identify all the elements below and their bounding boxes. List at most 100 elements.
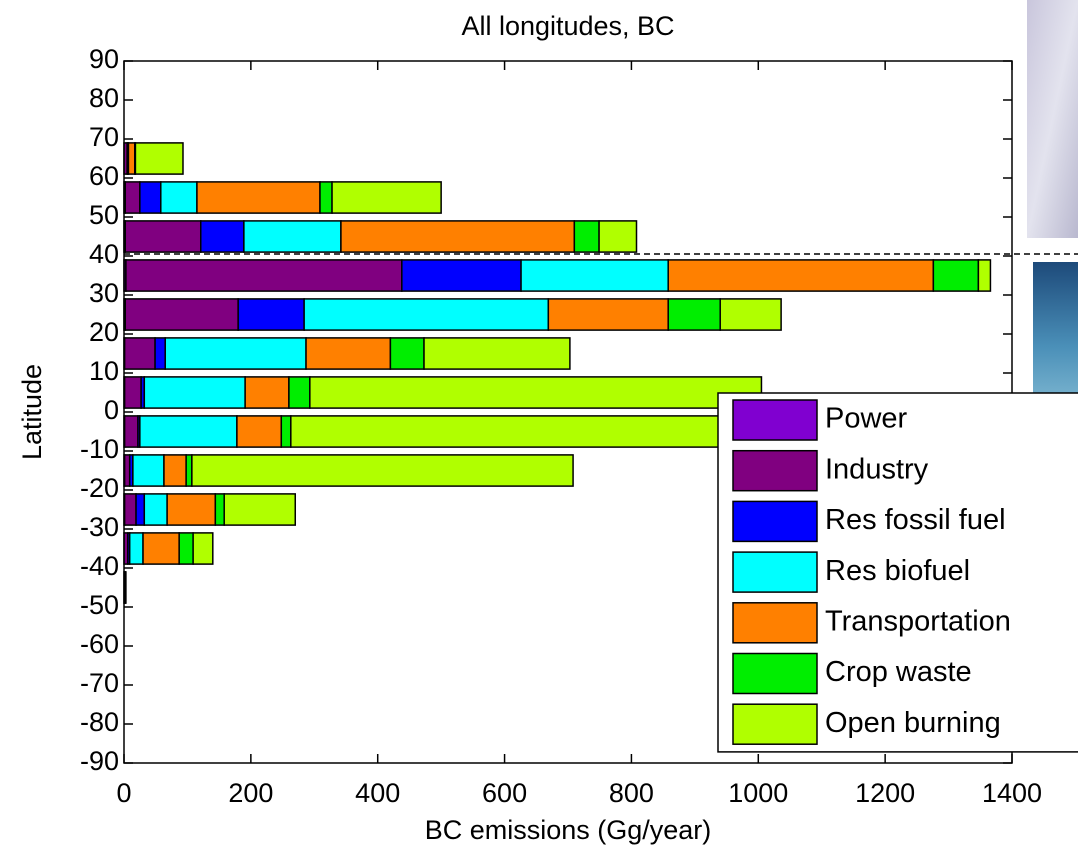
legend-label: Open burning [825,707,1001,739]
legend-swatch [733,654,817,694]
y-tick-label: 90 [89,44,119,74]
y-tick-label: 70 [89,122,119,152]
bar-segment [668,260,933,291]
bar-segment [135,143,183,174]
y-tick-label: -20 [80,473,119,503]
bar-segment [155,338,165,369]
bar-segment [125,221,200,252]
bar-segment [306,338,390,369]
bar-segment [197,182,320,213]
bar-segment [192,455,573,486]
chart: All longitudes, BC BC emissions (Gg/year… [0,0,1078,854]
x-tick-label: 0 [116,778,131,808]
bar-segment [320,182,332,213]
bar-segment [521,260,668,291]
bar-segment [125,572,126,603]
x-tick-label: 800 [609,778,654,808]
chart-title: All longitudes, BC [461,11,674,41]
bar-segment [193,533,213,564]
legend-label: Industry [825,453,929,485]
bar-segment [599,221,636,252]
y-tick-label: 40 [89,239,119,269]
bar-segment [133,455,164,486]
bar-segment [167,494,215,525]
bar-segment [281,416,291,447]
bar-segment [390,338,424,369]
photo-snow [1027,0,1078,238]
legend-label: Crop waste [825,656,972,688]
y-tick-label: -10 [80,434,119,464]
bar-segment [140,416,237,447]
bar-segment [179,533,193,564]
legend-swatch [733,704,817,744]
y-tick-label: -30 [80,512,119,542]
y-tick-label: 30 [89,278,119,308]
y-tick-label: 80 [89,83,119,113]
bar-segment [341,221,574,252]
y-tick-label: -40 [80,551,119,581]
bar-segment [244,221,341,252]
bar-segment [978,260,990,291]
y-tick-label: 50 [89,200,119,230]
bar-segment [237,416,281,447]
bar-segment [125,338,155,369]
bar-segment [201,221,244,252]
photo-sky [1033,262,1078,402]
bar-segment [144,377,245,408]
bar-segment [720,299,781,330]
x-tick-label: 1400 [982,778,1042,808]
x-axis-label: BC emissions (Gg/year) [425,815,712,845]
bar-segment [215,494,224,525]
y-tick-label: 20 [89,317,119,347]
bar-segment [144,494,167,525]
y-tick-label: 0 [104,395,119,425]
bar-segment [130,533,143,564]
bar-segment [289,377,310,408]
legend-label: Res fossil fuel [825,504,1006,536]
bar-segment [304,299,548,330]
bar-segment [125,182,140,213]
bar-segment [238,299,304,330]
x-tick-label: 200 [228,778,273,808]
bar-segment [128,143,134,174]
x-tick-label: 600 [482,778,527,808]
bar-segment [424,338,570,369]
bar-segment [161,182,197,213]
y-tick-label: -50 [80,590,119,620]
x-tick-label: 1000 [728,778,788,808]
bar-segment [933,260,978,291]
legend-swatch [733,400,817,440]
x-tick-label: 400 [355,778,400,808]
legend-swatch [733,451,817,491]
bar-segment [548,299,668,330]
legend-label: Transportation [825,605,1011,637]
bar-segment [224,494,295,525]
bar-segment [332,182,441,213]
bar-segment [291,416,738,447]
y-tick-label: -60 [80,629,119,659]
bar-segment [143,533,179,564]
bar-segment [186,455,192,486]
bar-segment [668,299,720,330]
x-tick-label: 1200 [855,778,915,808]
y-tick-label: 60 [89,161,119,191]
y-axis-label: Latitude [17,364,47,460]
bar-segment [125,377,141,408]
y-tick-label: -80 [80,707,119,737]
bar-segment [140,182,161,213]
y-tick-label: -70 [80,668,119,698]
bar-segment [165,338,306,369]
bar-segment [164,455,186,486]
bar-segment [245,377,289,408]
legend-swatch [733,552,817,592]
y-tick-label: 10 [89,356,119,386]
bar-segment [574,221,599,252]
legend-swatch [733,501,817,541]
y-tick-label: -90 [80,746,119,776]
bar-segment [402,260,521,291]
bar-segment [126,260,402,291]
bar-segment [125,455,130,486]
legend-swatch [733,603,817,643]
bar-segment [125,494,136,525]
legend-label: Res biofuel [825,555,970,587]
